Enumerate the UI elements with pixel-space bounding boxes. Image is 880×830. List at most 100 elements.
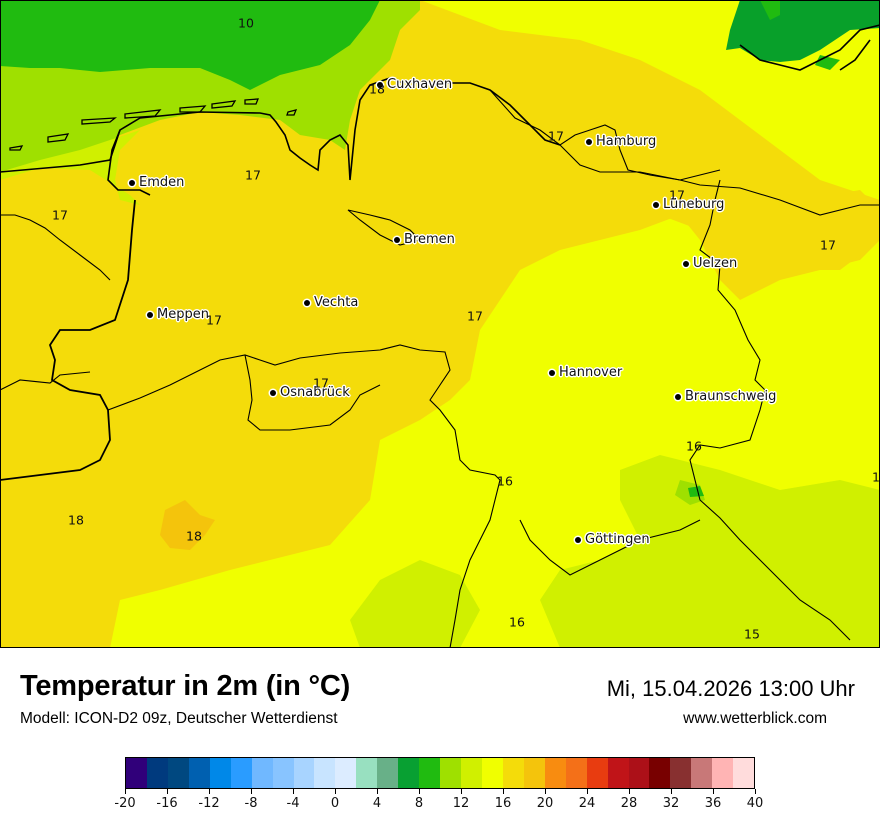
legend-tick-label: -16 xyxy=(156,796,178,811)
city-braunschweig: Braunschweig xyxy=(675,389,776,404)
legend-tick xyxy=(250,789,252,794)
legend-swatch xyxy=(146,758,168,788)
legend-swatch xyxy=(523,758,545,788)
temp-value: 17 xyxy=(467,308,483,324)
legend-tick xyxy=(712,789,714,794)
city-dot-icon xyxy=(304,299,310,306)
legend-tick xyxy=(544,789,546,794)
legend-swatch xyxy=(691,758,713,788)
city-dot-icon xyxy=(653,201,659,208)
legend-tick-label: 0 xyxy=(330,796,340,811)
legend-tick xyxy=(502,789,504,794)
legend-tick-label: 32 xyxy=(662,796,680,811)
legend-swatch xyxy=(126,758,147,788)
city-vechta: Vechta xyxy=(304,295,358,310)
legend-swatch xyxy=(628,758,650,788)
legend-swatch xyxy=(461,758,482,788)
chart-title: Temperatur in 2m (in °C) xyxy=(20,670,351,702)
legend-tick-label: -4 xyxy=(286,796,300,811)
legend-tick xyxy=(460,789,462,794)
legend-swatch xyxy=(544,758,566,788)
temp-value: 16 xyxy=(509,614,525,630)
temp-value: 17 xyxy=(548,128,564,144)
legend-swatch xyxy=(440,758,461,788)
city-dot-icon xyxy=(683,260,689,267)
legend-tick xyxy=(124,789,126,794)
legend-tick-label: 12 xyxy=(452,796,470,811)
legend-swatch xyxy=(502,758,524,788)
temp-value: 17 xyxy=(820,237,836,253)
legend-swatch xyxy=(293,758,315,788)
city-dot-icon xyxy=(394,236,400,243)
legend-swatch xyxy=(167,758,189,788)
city-osnabrueck: Osnabrück xyxy=(270,385,350,400)
legend-swatch xyxy=(565,758,587,788)
legend-tick-label: 4 xyxy=(372,796,382,811)
legend-swatch xyxy=(209,758,231,788)
temp-value: 17 xyxy=(669,187,685,203)
map-canvas xyxy=(0,0,880,648)
temp-value: 10 xyxy=(238,15,254,31)
legend-tick-label: 40 xyxy=(746,796,764,811)
legend-tick xyxy=(376,789,378,794)
city-hamburg: Hamburg xyxy=(586,134,656,149)
temp-value: 18 xyxy=(186,528,202,544)
legend-tick xyxy=(670,789,672,794)
city-cuxhaven: Cuxhaven xyxy=(377,77,452,92)
city-uelzen: Uelzen xyxy=(683,256,737,271)
legend-swatch xyxy=(398,758,420,788)
temp-value: 15 xyxy=(744,626,760,642)
legend-swatch xyxy=(649,758,671,788)
legend-swatch xyxy=(356,758,378,788)
city-meppen: Meppen xyxy=(147,307,209,322)
color-legend xyxy=(125,757,755,789)
legend-tick xyxy=(334,789,336,794)
city-bremen: Bremen xyxy=(394,232,455,247)
legend-swatch xyxy=(419,758,441,788)
legend-ticks: -20 -16 -12 -8 -4 0 4 8 12 16 20 24 28 32 36 40 xyxy=(114,789,763,819)
city-hannover: Hannover xyxy=(549,365,622,380)
temp-value: 17 xyxy=(52,207,68,223)
legend-tick-label: 8 xyxy=(414,796,424,811)
legend-tick-label: 20 xyxy=(536,796,554,811)
temp-value: 16 xyxy=(686,438,702,454)
legend-tick xyxy=(418,789,420,794)
legend-swatch xyxy=(188,758,210,788)
legend-swatch xyxy=(733,758,755,788)
forecast-datetime: Mi, 15.04.2026 13:00 Uhr xyxy=(606,676,855,701)
city-emden: Emden xyxy=(129,175,184,190)
city-dot-icon xyxy=(575,536,581,543)
legend-swatch xyxy=(607,758,629,788)
temp-value: 17 xyxy=(206,312,222,328)
legend-tick-label: 28 xyxy=(620,796,638,811)
legend-tick xyxy=(292,789,294,794)
legend-swatch xyxy=(335,758,357,788)
city-dot-icon xyxy=(270,389,276,396)
legend-tick xyxy=(208,789,210,794)
city-goettingen: Göttingen xyxy=(575,532,650,547)
temp-value: 16 xyxy=(497,473,513,489)
legend-swatch xyxy=(272,758,294,788)
legend-tick xyxy=(754,789,756,794)
legend-tick xyxy=(166,789,168,794)
legend-swatch xyxy=(377,758,399,788)
legend-swatch xyxy=(670,758,692,788)
legend-swatch xyxy=(230,758,252,788)
legend-tick-label: 24 xyxy=(578,796,596,811)
legend-tick xyxy=(628,789,630,794)
city-dot-icon xyxy=(147,311,153,318)
city-dot-icon xyxy=(377,81,383,88)
legend-tick-label: -20 xyxy=(114,796,136,811)
legend-swatch xyxy=(481,758,503,788)
model-source: Modell: ICON-D2 09z, Deutscher Wetterdie… xyxy=(20,710,338,727)
legend-tick-label: -8 xyxy=(244,796,258,811)
temp-value: 17 xyxy=(313,375,329,391)
temperature-map[interactable]: Cuxhaven Hamburg Emden Lüneburg Bremen U… xyxy=(0,0,880,648)
legend-swatch xyxy=(314,758,336,788)
website-link[interactable]: www.wetterblick.com xyxy=(683,710,827,727)
legend-tick-label: 16 xyxy=(494,796,512,811)
temp-value: 17 xyxy=(245,167,261,183)
legend-tick-label: 36 xyxy=(704,796,722,811)
city-dot-icon xyxy=(549,369,555,376)
city-dot-icon xyxy=(586,138,592,145)
